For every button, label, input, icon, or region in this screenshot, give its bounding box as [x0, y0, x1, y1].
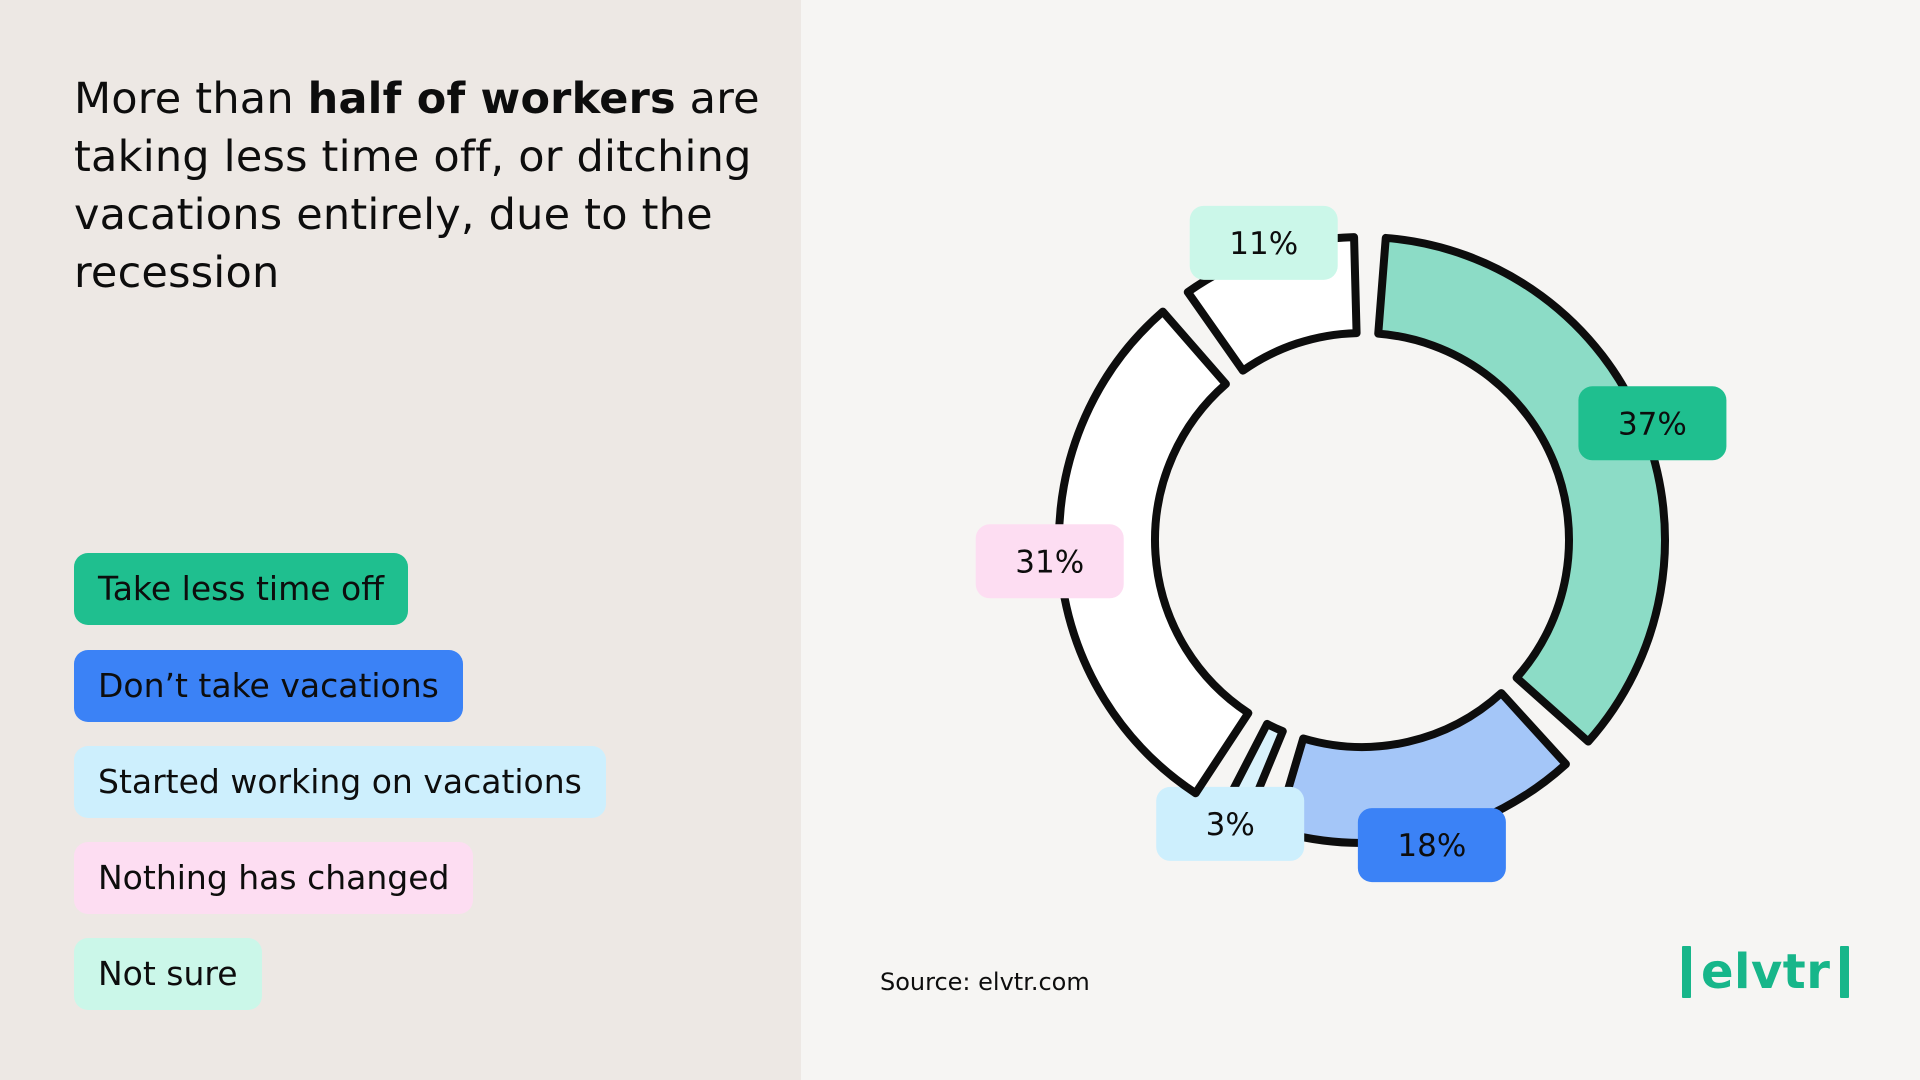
value-label-text: 37% — [1618, 406, 1687, 442]
legend-label: Nothing has changed — [98, 858, 450, 897]
value-label-badge — [1156, 786, 1305, 861]
legend-label: Not sure — [98, 954, 238, 993]
value-label-not-sure: 11% — [1189, 205, 1338, 280]
headline-rest: are taking less time off, or ditching va… — [74, 74, 760, 298]
legend-label: Started working on vacations — [98, 762, 582, 801]
logo-wordmark: elvtr — [1701, 944, 1831, 1000]
value-label-text: 18% — [1397, 828, 1466, 864]
value-label-started-working-on-vacations: 3% — [1156, 786, 1305, 861]
value-label-text: 3% — [1206, 807, 1255, 843]
donut-segment-nothing-has-changed — [1055, 307, 1253, 798]
value-label-text: 31% — [1015, 544, 1084, 580]
value-label-badge — [1357, 808, 1506, 883]
value-label-text: 11% — [1229, 226, 1298, 262]
value-label-badge — [1189, 205, 1338, 280]
value-label-take-less-time-off: 37% — [1578, 386, 1727, 461]
logo-bar-right — [1840, 946, 1850, 998]
legend-label: Don’t take vacations — [98, 666, 439, 705]
source-note: Source: elvtr.com — [880, 968, 1090, 996]
value-label-badge — [1578, 386, 1727, 461]
legend-label: Take less time off — [98, 569, 384, 608]
legend-item-not-sure: Not sure — [74, 938, 262, 1010]
headline-bold: half of workers — [307, 74, 676, 124]
donut-segment-take-less-time-off — [1374, 233, 1669, 746]
logo-bar-left — [1682, 946, 1691, 998]
headline: More than half of workers are taking les… — [74, 70, 774, 302]
legend-item-started-working-on-vacations: Started working on vacations — [74, 746, 606, 818]
legend-item-dont-take-vacations: Don’t take vacations — [74, 650, 463, 722]
elvtr-logo: elvtr — [1682, 942, 1850, 1002]
legend-item-nothing-has-changed: Nothing has changed — [74, 842, 474, 914]
legend-item-take-less-time-off: Take less time off — [74, 553, 408, 625]
headline-prefix: More than — [74, 74, 308, 124]
value-label-nothing-has-changed: 31% — [975, 524, 1124, 599]
value-label-dont-take-vacations: 18% — [1357, 808, 1506, 883]
value-label-badge — [975, 524, 1124, 599]
